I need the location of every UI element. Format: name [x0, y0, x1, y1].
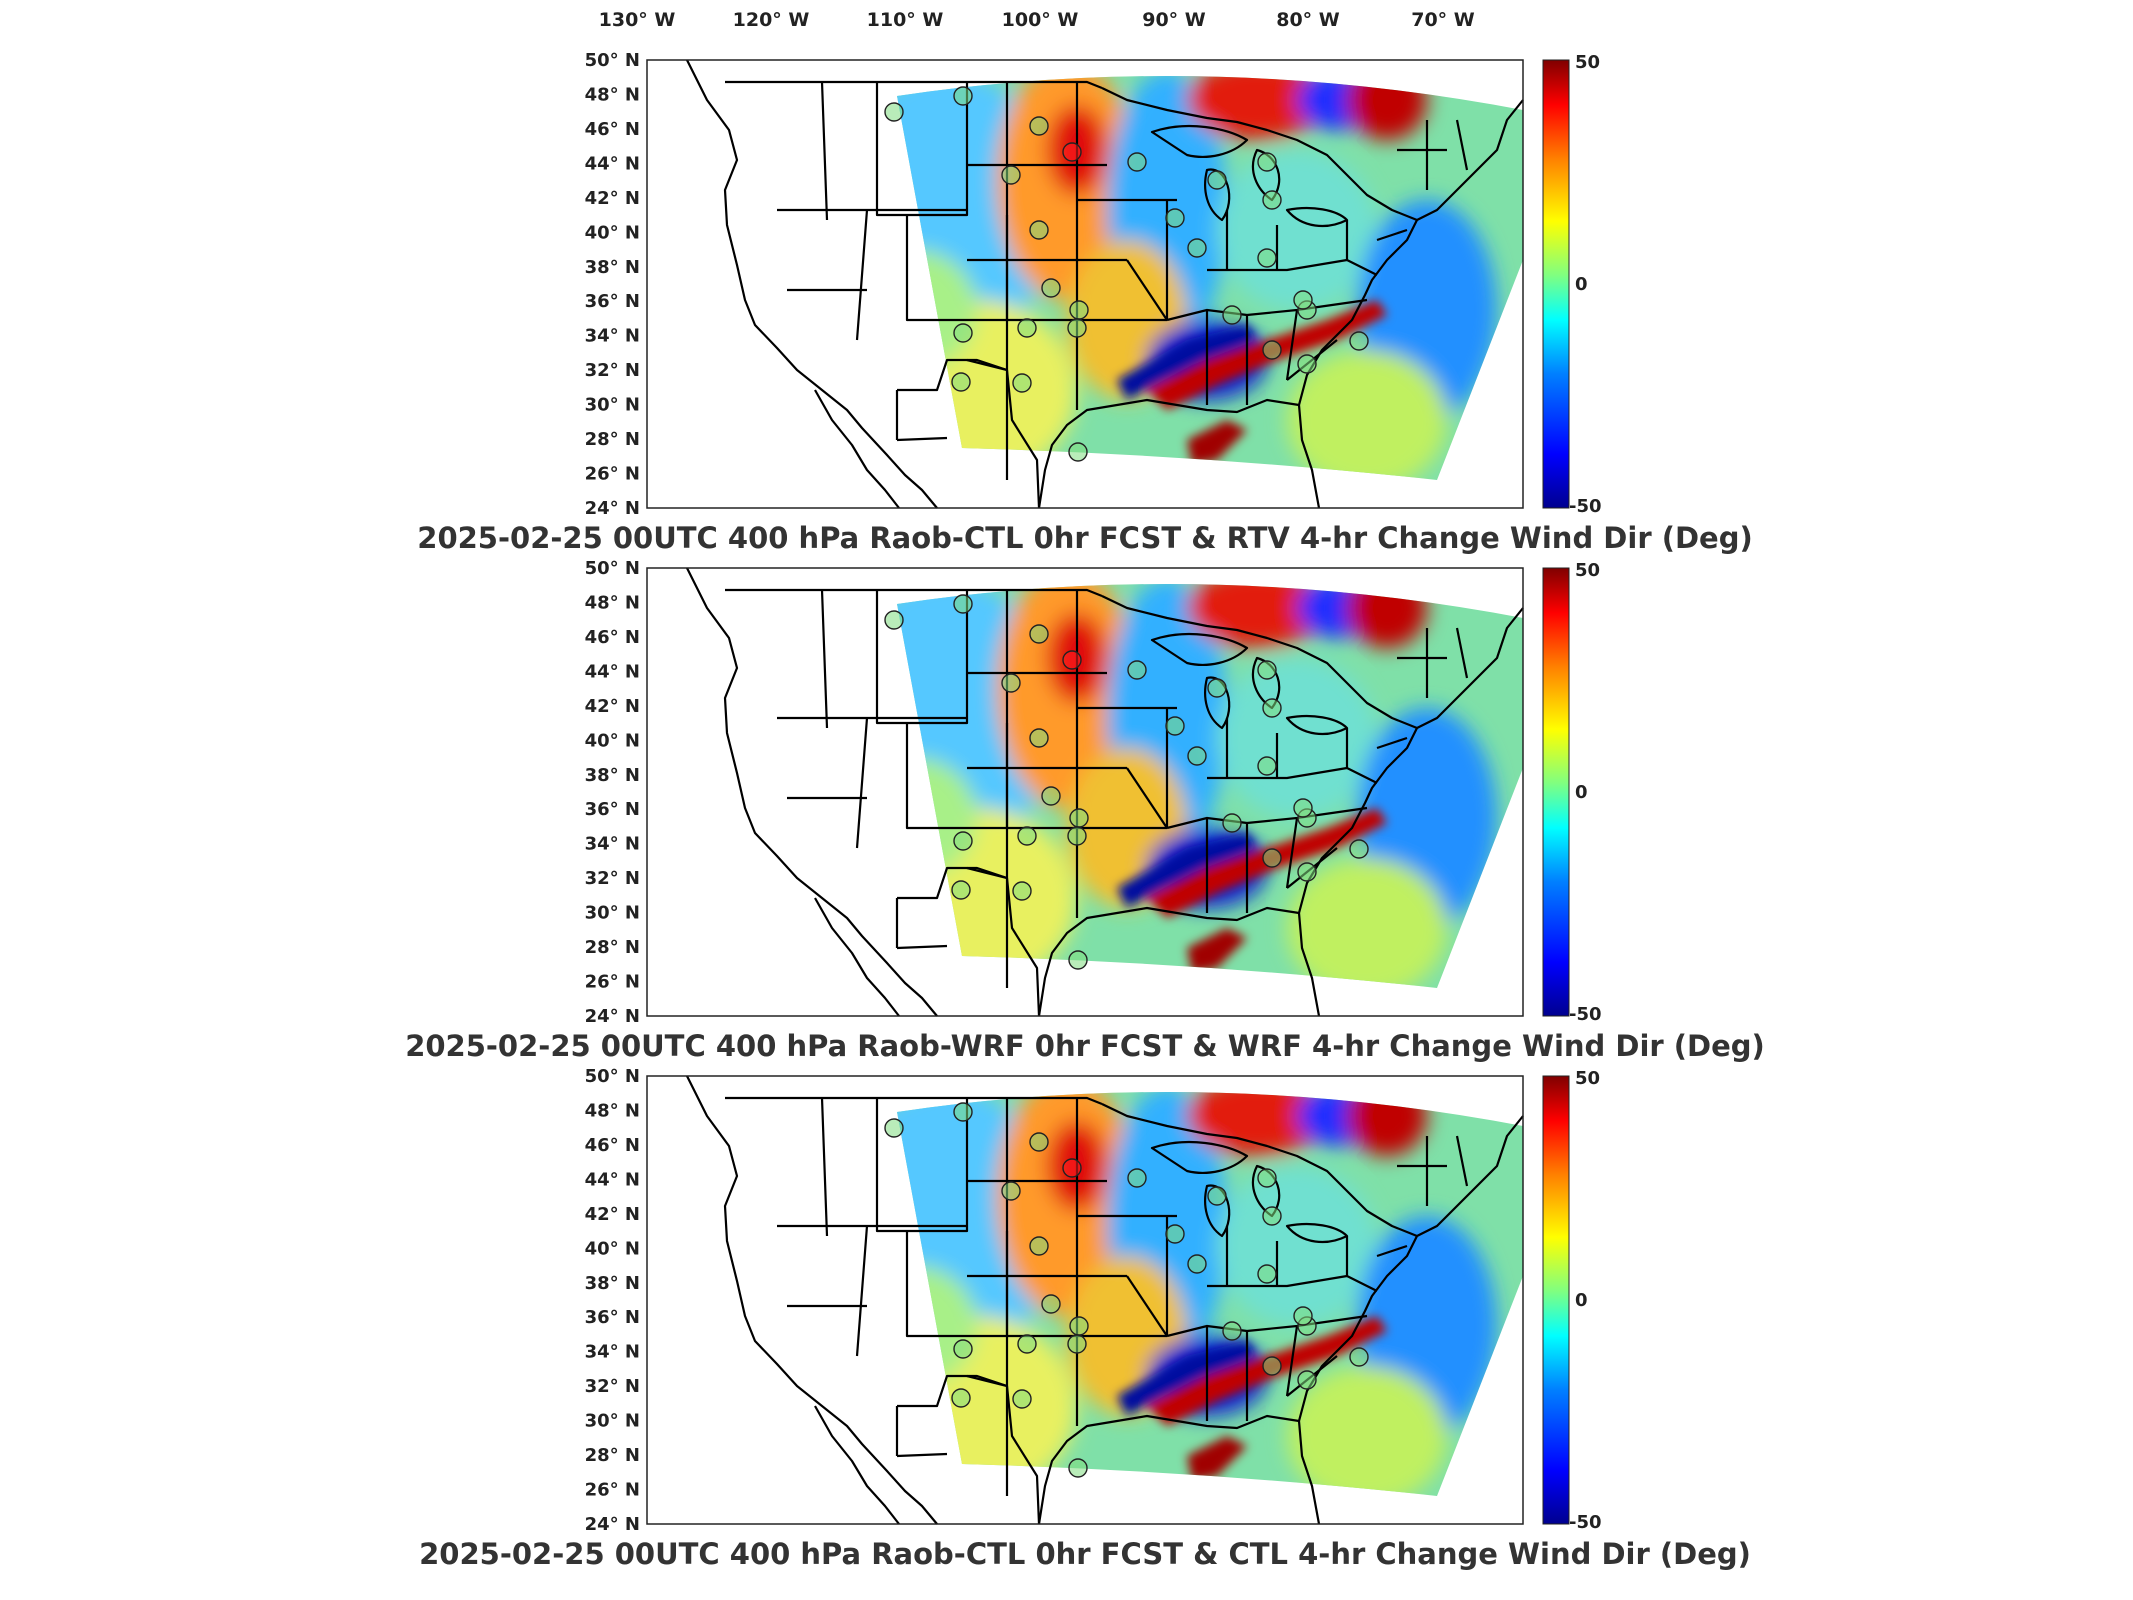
latitude-axis-labels: 50° N 48° N 46° N 44° N 42° N 40° N 38° N 36° N…: [585, 50, 640, 519]
lat-label: 26° N: [585, 464, 640, 485]
lat-label: 42° N: [585, 1204, 640, 1225]
lat-label: 36° N: [585, 291, 640, 312]
lat-label: 30° N: [585, 1411, 640, 1432]
colorbar-mid: 0: [1575, 782, 1588, 803]
lat-label: 24° N: [585, 1514, 640, 1535]
colorbar-min: -50: [1569, 496, 1602, 517]
colorbar-max: 50: [1575, 52, 1600, 73]
lat-label: 44° N: [585, 1169, 640, 1190]
longitude-axis-labels: 130° W 120° W 110° W 100° W 90° W 80° W …: [599, 9, 1475, 31]
colorbar-mid: 0: [1575, 274, 1588, 295]
lon-label-90w: 90° W: [1142, 9, 1206, 31]
lat-label: 38° N: [585, 257, 640, 278]
lat-label: 34° N: [585, 326, 640, 347]
lat-label: 46° N: [585, 1135, 640, 1156]
lat-label: 38° N: [585, 1273, 640, 1294]
lat-label: 44° N: [585, 153, 640, 174]
lat-label: 38° N: [585, 765, 640, 786]
panel-title: 2025-02-25 00UTC 400 hPa Raob-WRF 0hr FC…: [405, 1029, 1765, 1063]
panel-title: 2025-02-25 00UTC 400 hPa Raob-CTL 0hr FC…: [417, 521, 1752, 555]
colorbar: 50 0 -50: [1542, 560, 1602, 1025]
lon-label-110w: 110° W: [867, 9, 944, 31]
colorbar-min: -50: [1569, 1512, 1602, 1533]
colorbar: 50 0 -50: [1542, 1068, 1602, 1533]
lat-label: 50° N: [585, 558, 640, 579]
lat-label: 46° N: [585, 627, 640, 648]
lat-label: 28° N: [585, 937, 640, 958]
lat-label: 40° N: [585, 730, 640, 751]
lat-label: 50° N: [585, 1066, 640, 1087]
lat-label: 48° N: [585, 592, 640, 613]
lat-label: 48° N: [585, 84, 640, 105]
lat-label: 42° N: [585, 696, 640, 717]
map-panel-2: 50° N 48° N 46° N 44° N 42° N 40° N 38° N 36° N…: [405, 558, 1765, 1063]
map-panel-3: 50° N 48° N 46° N 44° N 42° N 40° N 38° N 36° N…: [419, 1066, 1751, 1571]
latitude-axis-labels: 50° N 48° N 46° N 44° N 42° N 40° N 38° N 36° N…: [585, 1066, 640, 1535]
colorbar-mid: 0: [1575, 1290, 1588, 1311]
lat-label: 34° N: [585, 1342, 640, 1363]
lat-label: 46° N: [585, 119, 640, 140]
lat-label: 40° N: [585, 222, 640, 243]
lat-label: 26° N: [585, 1480, 640, 1501]
panel-title: 2025-02-25 00UTC 400 hPa Raob-CTL 0hr FC…: [419, 1537, 1751, 1571]
lat-label: 40° N: [585, 1238, 640, 1259]
lat-label: 30° N: [585, 395, 640, 416]
lat-label: 24° N: [585, 498, 640, 519]
lat-label: 24° N: [585, 1006, 640, 1027]
map-panel-1: 50° N 48° N 46° N 44° N 42° N 40° N 38° N 36° N…: [417, 50, 1752, 555]
lat-label: 36° N: [585, 799, 640, 820]
lat-label: 28° N: [585, 429, 640, 450]
lon-label-80w: 80° W: [1276, 9, 1340, 31]
colorbar-max: 50: [1575, 560, 1600, 581]
lon-label-120w: 120° W: [733, 9, 810, 31]
colorbar-min: -50: [1569, 1004, 1602, 1025]
lat-label: 28° N: [585, 1445, 640, 1466]
lat-label: 32° N: [585, 1376, 640, 1397]
lat-label: 36° N: [585, 1307, 640, 1328]
lat-label: 44° N: [585, 661, 640, 682]
lon-label-100w: 100° W: [1002, 9, 1079, 31]
colorbar: 50 0 -50: [1542, 52, 1602, 517]
lat-label: 32° N: [585, 868, 640, 889]
lat-label: 26° N: [585, 972, 640, 993]
lon-label-130w: 130° W: [599, 9, 676, 31]
lat-label: 42° N: [585, 188, 640, 209]
lat-label: 32° N: [585, 360, 640, 381]
lat-label: 48° N: [585, 1100, 640, 1121]
latitude-axis-labels: 50° N 48° N 46° N 44° N 42° N 40° N 38° N 36° N…: [585, 558, 640, 1027]
lat-label: 30° N: [585, 903, 640, 924]
colorbar-max: 50: [1575, 1068, 1600, 1089]
lon-label-70w: 70° W: [1411, 9, 1475, 31]
lat-label: 50° N: [585, 50, 640, 71]
lat-label: 34° N: [585, 834, 640, 855]
